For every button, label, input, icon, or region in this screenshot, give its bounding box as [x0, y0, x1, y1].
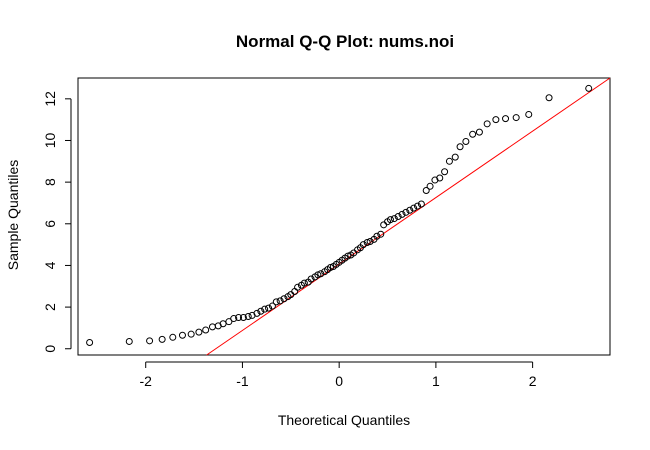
- data-point: [380, 221, 388, 229]
- data-point: [585, 84, 593, 92]
- data-point: [445, 157, 453, 165]
- data-point: [426, 182, 434, 190]
- y-tick-label: 0: [42, 345, 58, 353]
- data-point: [451, 153, 459, 161]
- data-point: [326, 264, 334, 272]
- data-point: [276, 297, 284, 305]
- data-point: [475, 128, 483, 136]
- data-point: [483, 120, 491, 128]
- data-point: [257, 307, 265, 315]
- data-point: [410, 204, 418, 212]
- y-tick-label: 10: [42, 132, 58, 148]
- data-point: [202, 326, 210, 334]
- y-tick-label: 12: [42, 91, 58, 107]
- chart-title: Normal Q-Q Plot: nums.noi: [236, 32, 454, 51]
- data-point: [244, 312, 252, 320]
- y-axis-label: Sample Quantiles: [5, 160, 21, 271]
- data-point: [265, 304, 273, 312]
- data-point: [307, 275, 315, 283]
- data-point: [373, 232, 381, 240]
- x-tick-label: 2: [529, 373, 537, 389]
- x-axis: -2 -1 0 1 2: [139, 361, 537, 389]
- data-point: [363, 239, 371, 247]
- data-point: [492, 116, 500, 124]
- data-point: [462, 138, 470, 146]
- data-point: [317, 270, 325, 278]
- data-point: [235, 314, 243, 322]
- data-point: [195, 328, 203, 336]
- data-point: [268, 302, 276, 310]
- x-axis-label: Theoretical Quantiles: [278, 412, 410, 428]
- data-point: [377, 230, 385, 238]
- data-point: [272, 298, 280, 306]
- data-point: [414, 202, 422, 210]
- data-point: [280, 295, 288, 303]
- x-tick-label: -2: [139, 373, 152, 389]
- data-point: [86, 339, 94, 347]
- data-point: [208, 323, 216, 331]
- data-point: [422, 186, 430, 194]
- data-point: [469, 130, 477, 138]
- y-tick-label: 8: [42, 178, 58, 186]
- data-point: [386, 216, 394, 224]
- data-point: [158, 335, 166, 343]
- x-tick-label: -1: [236, 373, 249, 389]
- data-point: [545, 94, 553, 102]
- data-point: [390, 215, 398, 223]
- data-point: [398, 210, 406, 218]
- data-point: [359, 241, 367, 249]
- data-point: [146, 337, 154, 345]
- data-point: [253, 309, 261, 317]
- data-point: [406, 206, 414, 214]
- plot-area-border: [77, 77, 611, 356]
- data-point: [441, 168, 449, 176]
- data-point: [436, 174, 444, 182]
- data-point: [178, 331, 186, 339]
- data-point: [291, 287, 299, 295]
- data-point: [525, 110, 533, 118]
- y-tick-label: 2: [42, 303, 58, 311]
- data-points: [86, 84, 593, 347]
- data-point: [230, 315, 238, 323]
- data-point: [294, 283, 302, 291]
- data-point: [512, 114, 520, 122]
- data-point: [314, 271, 322, 279]
- data-point: [225, 318, 233, 326]
- data-point: [456, 143, 464, 151]
- y-tick-label: 6: [42, 220, 58, 228]
- qq-reference-line: [206, 77, 611, 356]
- qq-reference-line-group: [206, 77, 611, 356]
- data-point: [187, 330, 195, 338]
- data-point: [239, 314, 247, 322]
- data-point: [344, 252, 352, 260]
- x-tick-label: 0: [335, 373, 343, 389]
- data-point: [402, 208, 410, 216]
- data-point: [417, 200, 425, 208]
- x-tick-label: 1: [432, 373, 440, 389]
- y-tick-label: 4: [42, 261, 58, 269]
- data-point: [125, 337, 133, 345]
- data-point: [394, 213, 402, 220]
- data-point: [502, 115, 510, 123]
- y-axis: 0 2 4 6 8 10 12: [42, 91, 72, 353]
- data-point: [366, 237, 374, 245]
- data-point: [261, 305, 269, 313]
- data-point: [300, 279, 308, 287]
- data-point: [169, 333, 177, 341]
